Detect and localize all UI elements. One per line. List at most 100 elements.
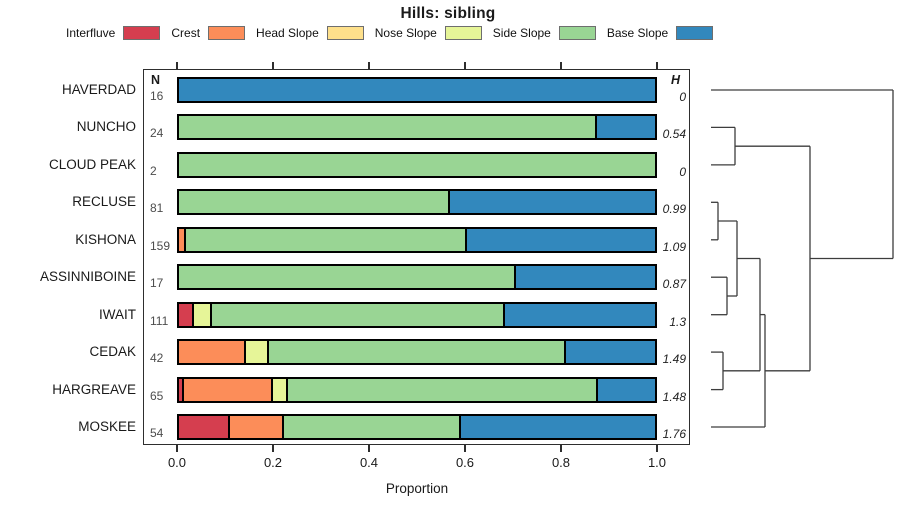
- bar-segment-nose_slope: [273, 376, 288, 403]
- n-value: 111: [150, 313, 169, 328]
- n-value: 159: [150, 238, 171, 253]
- legend-swatch-head_slope: [326, 26, 364, 40]
- legend-swatch-nose_slope: [444, 26, 482, 40]
- bar-segment-base_slope: [505, 301, 657, 328]
- row-label: RECLUSE: [72, 194, 136, 210]
- h-value: 0: [679, 90, 686, 104]
- x-axis-title: Proportion: [385, 481, 449, 496]
- axis-tick-bottom: [176, 445, 178, 452]
- bar-segment-interfluve: [177, 376, 184, 403]
- axis-tick-bottom: [656, 445, 658, 452]
- legend-label: Crest: [171, 26, 201, 40]
- stacked-bar: [177, 226, 657, 253]
- stacked-bar: [177, 376, 657, 403]
- bar-segment-side_slope: [269, 339, 566, 366]
- legend-label: Side Slope: [492, 26, 551, 40]
- bar-segment-side_slope: [212, 301, 505, 328]
- legend-item-nose_slope: Nose Slope: [375, 26, 482, 40]
- bar-segment-side_slope: [284, 413, 461, 440]
- h-column-header: H: [670, 73, 680, 87]
- stacked-bar: [177, 77, 657, 103]
- h-value: 0: [679, 164, 686, 179]
- bar-segment-side_slope: [177, 264, 516, 291]
- bar-segment-side_slope: [177, 114, 597, 141]
- axis-tick-label: 1.0: [647, 455, 667, 470]
- legend-label: Base Slope: [606, 26, 669, 40]
- legend-item-interfluve: Interfluve: [66, 26, 161, 40]
- row-label: CLOUD PEAK: [48, 156, 136, 172]
- bar-segment-base_slope: [566, 339, 657, 366]
- axis-tick-top: [272, 62, 274, 69]
- row-label: NUNCHO: [76, 119, 136, 135]
- row-label: MOSKEE: [78, 418, 136, 434]
- legend-item-crest: Crest: [171, 26, 246, 40]
- axis-tick-bottom: [560, 445, 562, 452]
- axis-tick-label: 0.8: [551, 455, 571, 470]
- row-label: KISHONA: [75, 231, 136, 247]
- axis-tick-top: [464, 62, 466, 69]
- row-label: HAVERDAD: [61, 82, 136, 97]
- bar-segment-base_slope: [177, 77, 657, 103]
- axis-tick-label: 0.2: [263, 455, 283, 470]
- axis-tick-label: 0.4: [359, 455, 379, 470]
- bar-segment-crest: [177, 339, 246, 366]
- axis-tick-top: [176, 62, 178, 69]
- h-value: 1.48: [662, 389, 686, 404]
- bar-segment-base_slope: [516, 264, 657, 291]
- legend-swatch-crest: [208, 26, 246, 40]
- axis-tick-bottom: [272, 445, 274, 452]
- legend: Interfluve Crest Head Slope Nose Slope Side …: [66, 24, 714, 42]
- bar-segment-base_slope: [598, 376, 657, 403]
- stacked-bar: [177, 413, 657, 440]
- axis-tick-bottom: [464, 445, 466, 452]
- axis-tick-label: 0.0: [167, 455, 187, 470]
- legend-item-head_slope: Head Slope: [256, 26, 364, 40]
- bar-segment-interfluve: [177, 413, 230, 440]
- axis-tick-label: 0.6: [455, 455, 475, 470]
- n-value: 2: [150, 163, 157, 178]
- legend-swatch-base_slope: [676, 26, 714, 40]
- h-value: 1.76: [662, 426, 686, 441]
- bar-segment-nose_slope: [194, 301, 212, 328]
- axis-tick-top: [368, 62, 370, 69]
- row-label: CEDAK: [89, 344, 136, 360]
- n-value: 65: [150, 388, 164, 403]
- stacked-bar: [177, 189, 657, 216]
- bar-segment-side_slope: [186, 226, 467, 253]
- stacked-bar: [177, 151, 657, 178]
- legend-swatch-side_slope: [558, 26, 596, 40]
- bar-segment-base_slope: [450, 189, 657, 216]
- n-value: 17: [150, 276, 164, 291]
- bar-segment-nose_slope: [246, 339, 269, 366]
- bar-segment-crest: [177, 226, 186, 253]
- bar-segment-base_slope: [597, 114, 657, 141]
- stacked-bar: [177, 264, 657, 291]
- legend-item-side_slope: Side Slope: [493, 26, 596, 40]
- axis-tick-top: [560, 62, 562, 69]
- plot-frame: [143, 69, 690, 445]
- h-value: 1.3: [669, 314, 686, 329]
- bar-segment-side_slope: [288, 376, 598, 403]
- bar-segment-interfluve: [177, 301, 194, 328]
- h-value: 1.09: [662, 239, 686, 254]
- n-column-header: N: [151, 73, 161, 87]
- h-value: 0.99: [662, 202, 686, 217]
- chart-title: Hills: sibling: [400, 5, 496, 22]
- h-value: 0.54: [662, 127, 686, 142]
- bar-segment-crest: [184, 376, 273, 403]
- row-label: ASSINNIBOINE: [39, 269, 136, 285]
- stacked-bar: [177, 114, 657, 141]
- row-label: HARGREAVE: [52, 381, 136, 397]
- legend-swatch-interfluve: [123, 26, 161, 40]
- legend-label: Nose Slope: [374, 26, 437, 40]
- axis-tick-bottom: [368, 445, 370, 452]
- legend-label: Interfluve: [66, 26, 116, 40]
- bar-segment-side_slope: [177, 189, 450, 216]
- n-value: 24: [150, 126, 164, 141]
- h-value: 1.49: [662, 352, 686, 367]
- row-label: IWAIT: [99, 306, 136, 322]
- bar-segment-base_slope: [461, 413, 657, 440]
- n-value: 16: [150, 89, 164, 103]
